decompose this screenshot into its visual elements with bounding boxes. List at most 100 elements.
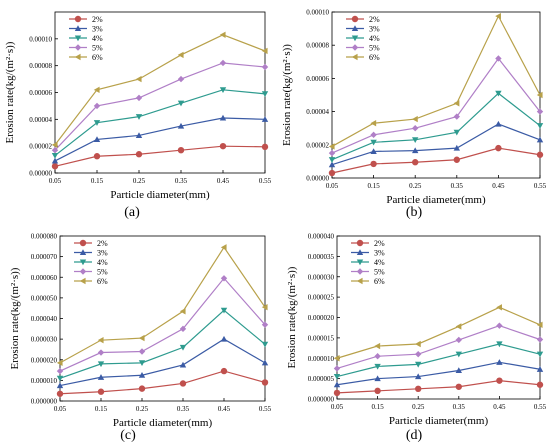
series-line bbox=[59, 309, 266, 379]
legend-label: 2% bbox=[369, 15, 380, 24]
data-point bbox=[93, 120, 101, 126]
series-line bbox=[331, 123, 541, 166]
data-point bbox=[453, 156, 460, 163]
series-line bbox=[54, 62, 266, 151]
legend-marker bbox=[74, 53, 81, 61]
data-point bbox=[261, 303, 268, 311]
legend-marker bbox=[74, 35, 82, 42]
panel-label-c: (c) bbox=[120, 428, 136, 443]
series-2pct bbox=[328, 144, 544, 177]
data-point bbox=[333, 355, 340, 362]
y-tick-label: 0.000060 bbox=[31, 274, 58, 282]
series-line bbox=[336, 380, 541, 394]
data-point bbox=[495, 120, 502, 127]
legend-marker bbox=[351, 44, 359, 51]
data-point bbox=[135, 132, 143, 138]
x-axis-label: Particle diameter(mm) bbox=[389, 415, 489, 427]
series-5pct bbox=[328, 55, 544, 157]
data-point bbox=[220, 244, 227, 251]
data-point bbox=[261, 379, 269, 386]
data-point bbox=[179, 361, 187, 368]
series-5pct bbox=[51, 59, 269, 154]
series-2pct bbox=[56, 367, 269, 397]
series-line bbox=[336, 306, 541, 359]
data-point bbox=[412, 125, 419, 132]
series-3pct bbox=[333, 359, 544, 388]
data-point bbox=[415, 373, 422, 380]
data-point bbox=[495, 90, 502, 97]
y-tick-label: 0.000010 bbox=[308, 355, 335, 363]
legend-label: 5% bbox=[97, 267, 108, 276]
data-point bbox=[51, 157, 59, 164]
legend-marker bbox=[74, 44, 82, 51]
data-point bbox=[219, 59, 227, 67]
x-axis-label: Particle diameter(mm) bbox=[386, 194, 486, 206]
data-point bbox=[412, 147, 419, 154]
series-line bbox=[331, 147, 541, 174]
data-point bbox=[51, 146, 59, 154]
data-point bbox=[177, 51, 184, 59]
y-tick-label: 0.000080 bbox=[31, 233, 58, 241]
data-point bbox=[374, 387, 381, 395]
data-point bbox=[536, 108, 544, 115]
data-point bbox=[455, 336, 462, 344]
y-tick-label: 0.00004 bbox=[29, 116, 52, 124]
y-tick-label: 0.000070 bbox=[31, 253, 58, 261]
legend: 2%3%4%5%6% bbox=[74, 239, 108, 286]
y-tick-label: 0.000030 bbox=[31, 336, 58, 344]
series-line bbox=[59, 246, 266, 364]
x-tick-label: 0.05 bbox=[54, 405, 67, 413]
data-point bbox=[536, 151, 544, 158]
y-tick-label: 0.00002 bbox=[29, 143, 52, 151]
data-point bbox=[453, 100, 460, 107]
series-line bbox=[54, 89, 266, 157]
x-tick-label: 0.55 bbox=[259, 405, 272, 413]
y-tick-label: 0.000040 bbox=[308, 233, 335, 241]
series-line bbox=[331, 57, 541, 154]
data-point bbox=[455, 383, 462, 390]
x-tick-label: 0.35 bbox=[175, 177, 188, 185]
data-point bbox=[261, 91, 269, 98]
y-tick-label: 0.000020 bbox=[308, 314, 335, 322]
series-5pct bbox=[56, 275, 269, 375]
series-4pct bbox=[333, 341, 544, 380]
data-point bbox=[97, 336, 104, 344]
series-line bbox=[54, 34, 266, 146]
legend-label: 4% bbox=[97, 258, 108, 267]
legend-label: 3% bbox=[369, 24, 380, 33]
data-point bbox=[135, 151, 143, 158]
data-point bbox=[370, 139, 377, 146]
legend-marker bbox=[79, 259, 87, 266]
data-point bbox=[415, 385, 422, 393]
data-point bbox=[177, 146, 185, 154]
y-tick-label: 0.00008 bbox=[29, 62, 52, 70]
y-tick-label: 0.00008 bbox=[306, 42, 329, 50]
y-axis-label: Erosion rate(kg/(m²·s)) bbox=[286, 266, 298, 368]
legend-marker bbox=[74, 15, 82, 23]
series-4pct bbox=[51, 87, 269, 159]
legend-label: 6% bbox=[369, 53, 380, 62]
data-point bbox=[138, 372, 146, 378]
data-point bbox=[97, 361, 105, 368]
series-line bbox=[59, 370, 266, 395]
data-point bbox=[261, 47, 268, 55]
data-point bbox=[536, 336, 544, 343]
series-line bbox=[336, 343, 541, 378]
x-tick-label: 0.35 bbox=[453, 403, 466, 411]
data-point bbox=[93, 153, 101, 160]
series-4pct bbox=[56, 307, 269, 382]
chart-c: 0.000000 0.000010 0.000020 0.000030 0.000040… bbox=[9, 233, 272, 430]
series-line bbox=[54, 145, 266, 167]
series-3pct bbox=[328, 120, 544, 168]
data-point bbox=[219, 142, 227, 150]
legend: 2%3%4%5%6% bbox=[346, 15, 380, 62]
data-point bbox=[453, 129, 460, 136]
data-point bbox=[370, 131, 377, 139]
data-point bbox=[261, 321, 269, 328]
data-point bbox=[374, 363, 381, 370]
x-tick-label: 0.15 bbox=[91, 177, 104, 185]
series-6pct bbox=[328, 12, 543, 150]
y-tick-label: 0.000010 bbox=[31, 377, 58, 385]
series-2pct bbox=[51, 142, 269, 170]
y-tick-label: 0.000000 bbox=[31, 398, 58, 406]
